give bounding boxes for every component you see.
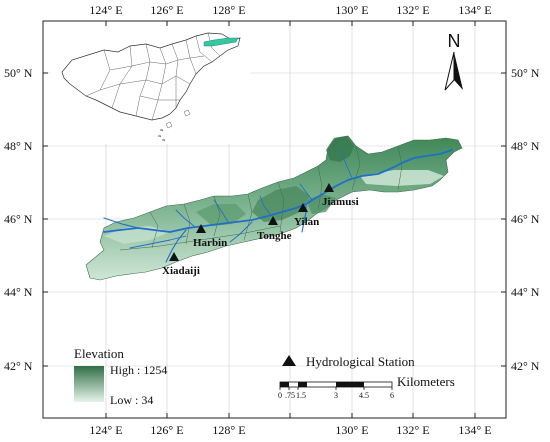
tributary-hulan <box>175 209 195 227</box>
top-lon-label: 130° E <box>335 3 368 17</box>
right-lat-label: 42° N <box>511 359 540 373</box>
scale-tick-label: 4.5 <box>359 391 369 400</box>
bottom-lon-label: 134° E <box>458 423 491 437</box>
rivers <box>103 149 453 263</box>
right-lat-label: 46° N <box>511 212 540 226</box>
mountain-patch <box>252 186 310 222</box>
inset-islands <box>157 109 191 142</box>
bottom-lon-label: 124° E <box>89 423 122 437</box>
top-lon-label: 124° E <box>89 3 122 17</box>
elevation-color-ramp <box>74 366 104 402</box>
left-lat-label: 42° N <box>4 359 33 373</box>
inset-china-map <box>50 26 250 144</box>
tributary-mudan <box>301 203 307 233</box>
left-lat-label: 44° N <box>4 285 33 299</box>
lowland-patch <box>360 170 444 186</box>
top-lon-label: 126° E <box>150 3 183 17</box>
station-marker <box>324 183 334 192</box>
china-outline <box>61 32 241 121</box>
tick-marks <box>43 21 506 418</box>
province-borders <box>85 32 221 121</box>
station-label-jiamusi: Jiamusi <box>322 196 359 208</box>
left-lat-label: 48° N <box>4 139 33 153</box>
top-lon-label: 128° E <box>212 3 245 17</box>
tributary-songhua-second <box>165 229 187 263</box>
stations: Jiamusi Yilan Tonghe Harbin Xiadaiji <box>162 183 359 277</box>
scale-tick-label: 1.5 <box>296 391 306 400</box>
tributary-nen <box>103 217 139 229</box>
tributary-east <box>339 149 353 179</box>
subbasin-boundaries <box>119 145 403 251</box>
station-legend: Hydrological Station <box>282 354 415 369</box>
bottom-lon-label: 128° E <box>212 423 245 437</box>
scale-tick-label: 3 <box>334 391 338 400</box>
scale-tick-label: 6 <box>390 391 394 400</box>
top-lon-label: 132° E <box>396 3 429 17</box>
bottom-lon-label: 130° E <box>335 423 368 437</box>
tributary-west <box>259 195 271 215</box>
main-river <box>103 149 453 233</box>
station-marker <box>268 216 278 225</box>
station-label-harbin: Harbin <box>193 237 227 249</box>
elevation-legend: Elevation High : 1254 Low : 34 <box>74 346 167 407</box>
scale-tick-label: 0 <box>278 391 282 400</box>
bottom-lon-label: 132° E <box>396 423 429 437</box>
station-label-xiadaiji: Xiadaiji <box>162 265 200 277</box>
station-marker <box>196 224 206 233</box>
elevation-high-label: High : 1254 <box>110 363 167 377</box>
right-lat-label: 50° N <box>511 66 540 80</box>
right-lat-label: 48° N <box>511 139 540 153</box>
tributary-north <box>213 199 229 223</box>
mountain-patch <box>196 204 246 226</box>
scale-tick-label: .75 <box>285 391 295 400</box>
station-marker <box>169 252 179 261</box>
right-lat-label: 44° N <box>511 285 540 299</box>
right-lat-labels: 50° N 48° N 46° N 44° N 42° N <box>511 66 540 373</box>
elevation-low-label: Low : 34 <box>110 393 153 407</box>
top-lon-label: 134° E <box>458 3 491 17</box>
tributary-tangwang <box>299 183 313 201</box>
bottom-lon-label: 126° E <box>150 423 183 437</box>
north-label: N <box>448 31 461 51</box>
elevation-legend-title: Elevation <box>74 346 124 361</box>
tributary-lalin <box>129 235 187 249</box>
left-lat-label: 50° N <box>4 66 33 80</box>
bottom-lon-labels: 124° E 126° E 128° E 130° E 132° E 134° … <box>89 423 491 437</box>
north-arrow: N <box>444 31 463 91</box>
station-marker <box>298 203 308 212</box>
station-legend-icon <box>282 355 296 366</box>
left-lat-labels: 50° N 48° N 46° N 44° N 42° N <box>4 66 33 373</box>
station-legend-label: Hydrological Station <box>306 354 415 369</box>
tributary-mayi <box>229 221 253 243</box>
left-lat-label: 46° N <box>4 212 33 226</box>
station-label-yilan: Yilan <box>294 216 319 228</box>
scale-unit-label: Kilometers <box>397 374 455 389</box>
top-lon-labels: 124° E 126° E 128° E 130° E 132° E 134° … <box>89 3 491 17</box>
scale-bar: 0 .75 1.5 3 4.5 6 Kilometers <box>278 374 455 400</box>
mountain-patch <box>326 136 354 162</box>
north-arrow-icon <box>454 52 463 90</box>
station-label-tonghe: Tonghe <box>257 230 292 242</box>
basin-highlight <box>203 37 239 47</box>
